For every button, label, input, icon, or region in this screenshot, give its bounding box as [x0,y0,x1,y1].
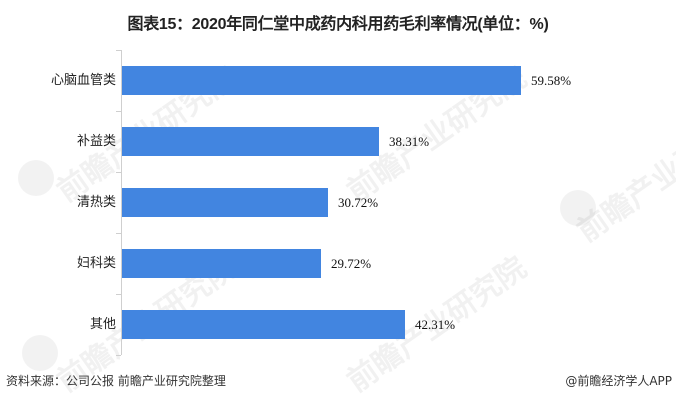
bar [122,310,405,339]
credit-note: @前瞻经济学人APP [565,374,672,388]
bar-row: 其他 42.31% [0,310,676,339]
category-label: 心脑血管类 [50,73,116,88]
bar-row: 妇科类 29.72% [0,249,676,278]
value-label: 29.72% [331,256,372,271]
axis-tick [116,50,121,51]
axis-tick [116,233,121,234]
value-label: 42.31% [415,317,456,332]
value-label: 59.58% [531,73,572,88]
axis-tick [116,355,121,356]
category-label: 妇科类 [76,256,116,271]
bar-row: 心脑血管类 59.58% [0,66,676,95]
bar [122,127,379,156]
axis-tick [116,172,121,173]
value-label: 30.72% [338,195,379,210]
category-label: 补益类 [76,134,116,149]
axis-tick [116,111,121,112]
bar [122,188,328,217]
value-label: 38.31% [389,134,430,149]
bar-row: 补益类 38.31% [0,127,676,156]
category-label: 清热类 [76,195,116,210]
source-note: 资料来源：公司公报 前瞻产业研究院整理 [6,374,226,388]
y-axis-line [121,50,122,355]
chart-title: 图表15：2020年同仁堂中成药内科用药毛利率情况(单位：%) [127,16,549,33]
bar [122,249,321,278]
category-label: 其他 [89,317,116,332]
bar-chart: 心脑血管类 59.58% 补益类 38.31% 清热类 30.72% 妇科类 2… [0,50,676,360]
bar-row: 清热类 30.72% [0,188,676,217]
bar [122,66,521,95]
axis-tick [116,294,121,295]
